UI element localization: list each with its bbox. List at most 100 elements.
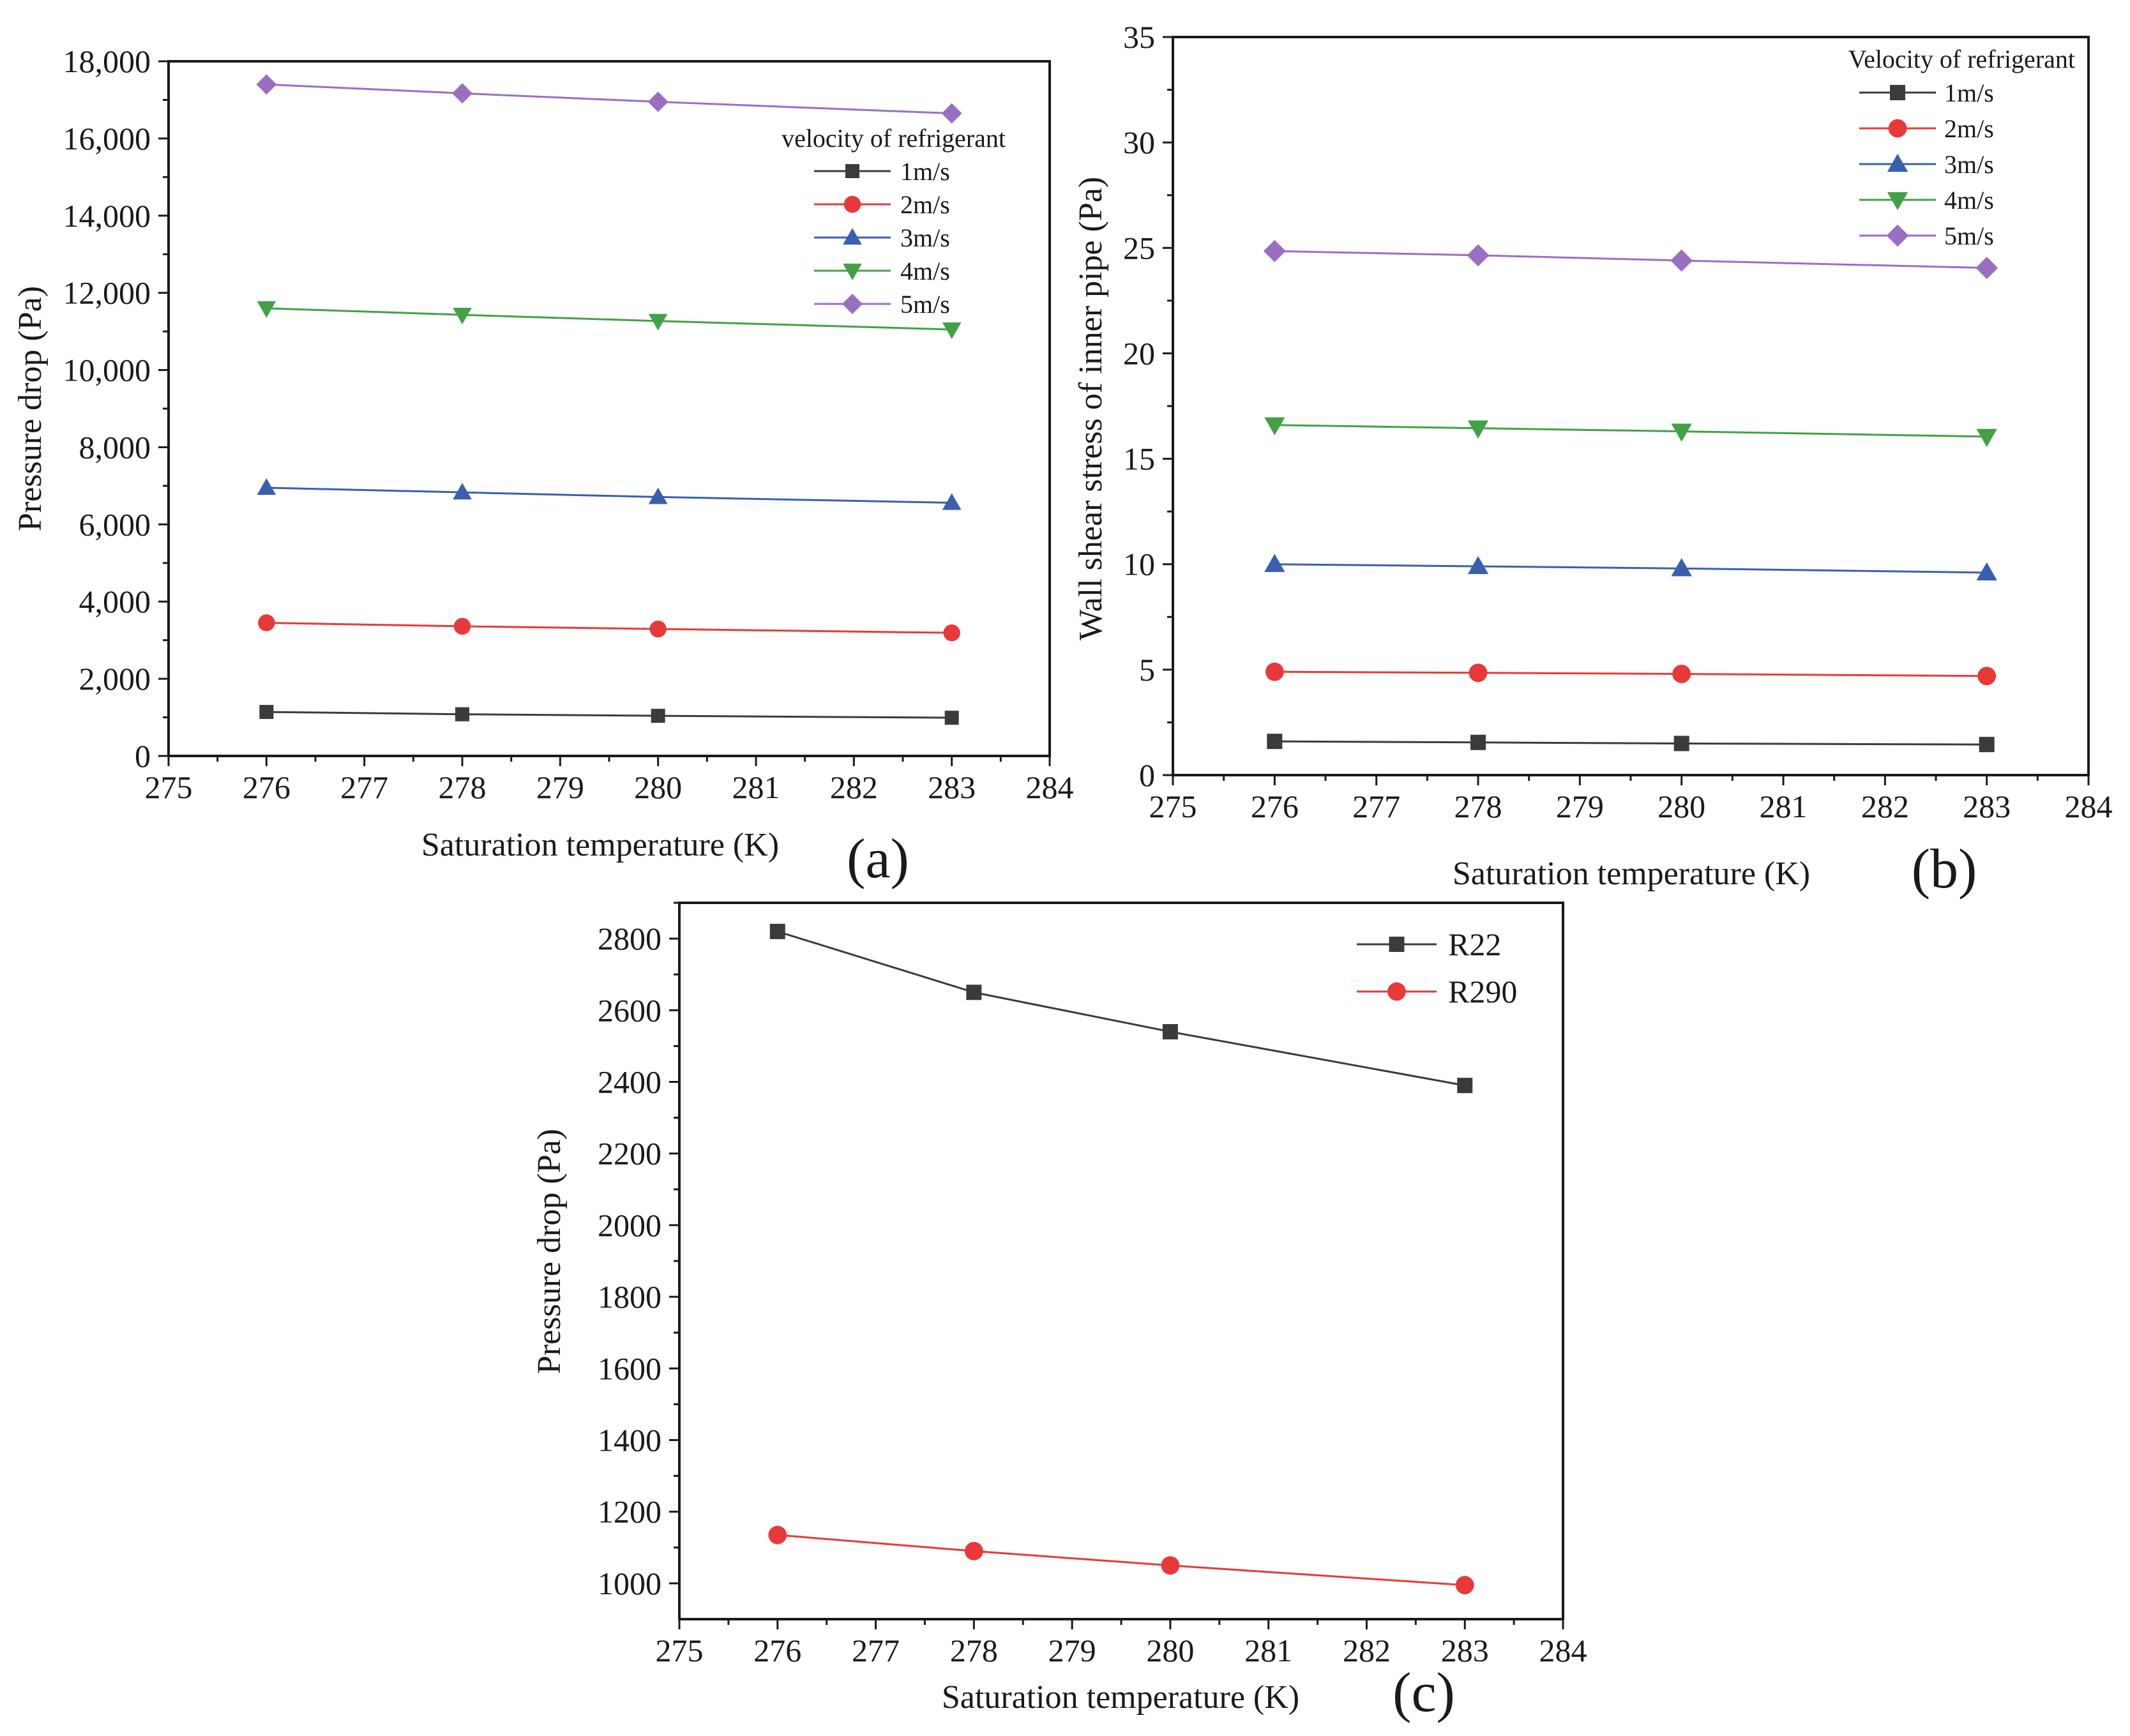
axis-ticks-b: 275 276 277 278 279 280 281 282 283 284 0 5 10 15 20 25… [1123, 19, 2113, 824]
data-point-c-2 [1161, 1556, 1180, 1575]
y-axis-title-b: Wall shear stress of inner pipe (Pa) [1073, 177, 1109, 640]
y-tick-label-c: 1200 [598, 1494, 661, 1530]
data-point-c-1 [966, 985, 982, 1000]
legend-b: Velocity of refrigerant 1m/s 2m/s 3m/s 4m/s… [1848, 45, 2075, 250]
y-tick-label-c: 1600 [598, 1350, 661, 1386]
series-line-c-1 [777, 930, 1465, 1087]
legend-marker-b-1 [1890, 85, 1905, 100]
y-tick-label-a: 12,000 [63, 275, 151, 311]
legend-marker-a-1 [845, 164, 859, 178]
data-point-a-2 [453, 617, 471, 635]
y-tick-label-c: 1400 [598, 1423, 661, 1458]
series-line-b-5 [1274, 250, 1987, 269]
data-point-a-4 [453, 307, 472, 324]
data-point-b-5 [1467, 244, 1490, 267]
data-point-b-4 [1264, 417, 1285, 435]
y-tick-label-c: 2200 [598, 1136, 661, 1172]
x-axis-title-b: Saturation temperature (K) [1453, 856, 1810, 892]
panel-label-a: (a) [847, 828, 909, 890]
series-marks-a [256, 74, 962, 725]
data-point-b-4 [1671, 423, 1692, 442]
data-point-a-1 [259, 705, 274, 720]
data-point-b-5 [1263, 239, 1286, 262]
data-point-c-2 [1455, 1576, 1474, 1595]
x-tick-label-a: 283 [928, 769, 976, 805]
x-tick-label-c: 275 [656, 1633, 704, 1668]
y-tick-label-b: 30 [1123, 125, 1155, 160]
data-point-c-1 [1162, 1023, 1178, 1039]
x-tick-label-a: 279 [536, 769, 584, 805]
data-point-b-2 [1977, 667, 1997, 686]
y-tick-label-b: 35 [1123, 19, 1155, 55]
y-tick-label-c: 2800 [598, 921, 661, 956]
data-point-b-2 [1265, 662, 1284, 681]
y-tick-label-a: 14,000 [63, 198, 151, 234]
data-point-a-5 [941, 103, 962, 124]
data-point-a-2 [943, 624, 960, 642]
legend-label-b-2: 2m/s [1944, 114, 1994, 143]
data-point-a-2 [258, 614, 275, 631]
y-axis-title-a: Pressure drop (Pa) [12, 286, 49, 531]
data-point-a-3 [648, 487, 668, 504]
y-tick-label-a: 4,000 [79, 584, 151, 619]
x-tick-label-b: 283 [1963, 789, 2011, 824]
legend-label-b-3: 3m/s [1944, 150, 1994, 179]
x-tick-label-c: 283 [1441, 1633, 1489, 1668]
x-tick-label-c: 277 [852, 1633, 900, 1668]
series-marks-c [768, 923, 1474, 1595]
x-tick-label-c: 281 [1244, 1633, 1292, 1668]
x-tick-label-b: 278 [1454, 789, 1502, 824]
legend-label-b-4: 4m/s [1944, 186, 1994, 215]
panel-a: 275 276 277 278 279 280 281 282 283 284 0 2,000 4,00… [12, 43, 1074, 890]
data-point-a-3 [942, 493, 962, 510]
data-point-b-3 [1467, 555, 1489, 575]
x-tick-label-c: 276 [753, 1633, 801, 1668]
axis-ticks-a: 275 276 277 278 279 280 281 282 283 284 0 2,000 4,00… [63, 43, 1074, 805]
x-tick-label-b: 276 [1251, 789, 1299, 824]
legend-marker-b-2 [1888, 119, 1907, 138]
data-point-b-4 [1467, 420, 1489, 439]
y-tick-label-a: 8,000 [79, 429, 151, 465]
x-tick-label-a: 281 [732, 769, 780, 805]
y-tick-label-a: 18,000 [63, 43, 151, 79]
data-point-c-1 [769, 923, 785, 939]
legend-marker-b-4 [1887, 192, 1908, 211]
panel-c: 275 276 277 278 279 280 281 282 283 284 1000 1200 14… [531, 902, 1587, 1724]
legend-label-c-2: R290 [1448, 974, 1517, 1009]
y-tick-label-a: 10,000 [63, 352, 151, 388]
series-line-b-2 [1274, 670, 1987, 677]
x-tick-label-a: 277 [340, 769, 388, 805]
data-point-a-3 [257, 478, 276, 495]
data-point-b-3 [1264, 554, 1285, 572]
legend-marker-a-2 [843, 195, 861, 213]
data-point-b-4 [1976, 428, 1997, 448]
y-tick-label-b: 10 [1123, 547, 1155, 582]
y-tick-label-b: 5 [1139, 652, 1155, 688]
legend-label-a-2: 2m/s [900, 190, 950, 219]
x-tick-label-a: 275 [145, 769, 193, 805]
x-tick-label-b: 282 [1861, 789, 1909, 824]
x-tick-label-a: 278 [439, 769, 487, 805]
y-tick-label-b: 25 [1123, 230, 1155, 266]
x-tick-label-b: 279 [1556, 789, 1604, 824]
legend-label-b-1: 1m/s [1944, 79, 1994, 107]
data-point-b-1 [1673, 736, 1689, 751]
legend-marker-c-2 [1387, 982, 1406, 1001]
y-tick-label-a: 2,000 [79, 661, 151, 697]
data-point-a-1 [651, 709, 665, 723]
series-marks-b [1263, 239, 1998, 753]
y-tick-label-a: 6,000 [79, 506, 151, 542]
legend-label-a-1: 1m/s [900, 157, 950, 186]
x-axis-title-a: Saturation temperature (K) [421, 827, 779, 863]
data-point-a-4 [648, 313, 668, 331]
data-point-b-5 [1975, 257, 1998, 280]
data-point-b-1 [1267, 734, 1283, 750]
legend-title-b: Velocity of refrigerant [1848, 45, 2075, 73]
plot-frame-b [1172, 36, 2090, 776]
legend-marker-a-3 [843, 228, 862, 245]
x-tick-label-c: 282 [1343, 1633, 1391, 1668]
data-point-a-1 [944, 711, 959, 725]
y-tick-label-c: 2600 [598, 992, 661, 1028]
series-line-a-3 [266, 487, 952, 504]
legend-c: R22 R290 [1357, 926, 1517, 1009]
